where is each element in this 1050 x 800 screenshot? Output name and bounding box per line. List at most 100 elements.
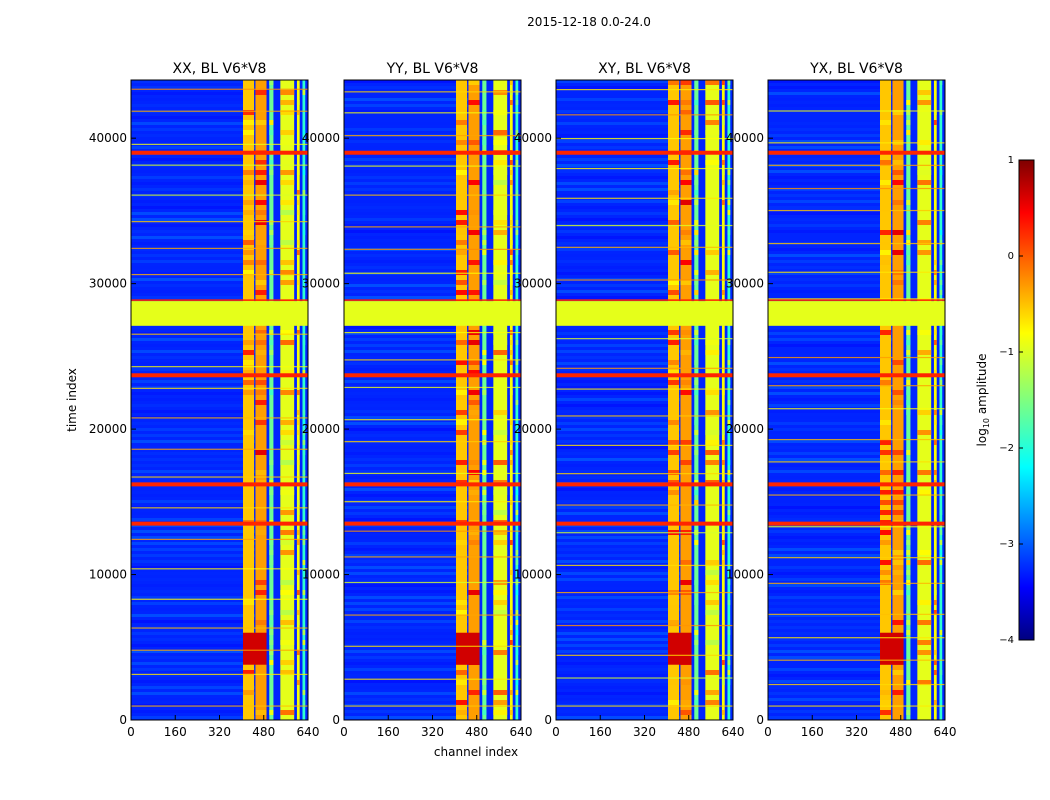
channel-band-segment — [721, 390, 725, 395]
channel-band-segment — [280, 460, 295, 465]
channel-band-segment — [705, 690, 720, 695]
channel-band-segment — [939, 330, 943, 335]
noise-row — [556, 494, 680, 497]
channel-band-segment — [668, 250, 680, 255]
channel-band-segment — [892, 390, 904, 395]
colorbar-tick-label: −1 — [999, 347, 1014, 358]
noise-row — [768, 410, 892, 413]
rfi-line — [344, 226, 521, 228]
channel-band-segment — [939, 340, 943, 345]
channel-band-segment — [906, 450, 911, 455]
channel-band-segment — [694, 360, 699, 365]
channel-band-segment — [296, 390, 300, 395]
noise-row — [344, 626, 468, 629]
channel-band-segment — [727, 600, 731, 605]
channel-band-segment — [917, 560, 932, 565]
channel-band-segment — [509, 610, 513, 615]
noise-row — [344, 188, 468, 191]
noise-row — [344, 578, 468, 581]
noise-row — [344, 518, 468, 521]
channel-band-segment — [243, 170, 255, 175]
channel-band-segment — [939, 530, 943, 535]
channel-band-segment — [939, 360, 943, 365]
noise-row — [768, 458, 892, 461]
noise-row — [768, 146, 892, 149]
channel-band-segment — [668, 450, 680, 455]
channel-band-segment — [269, 220, 274, 225]
channel-band-segment — [456, 290, 468, 295]
noise-row — [344, 92, 468, 95]
channel-band-segment — [515, 130, 519, 135]
y-tick-label: 0 — [332, 713, 340, 727]
channel-band-segment — [721, 540, 725, 545]
channel-band-segment — [939, 170, 943, 175]
channel-band — [269, 80, 274, 720]
channel-band-segment — [668, 330, 680, 335]
channel-band-segment — [255, 260, 267, 265]
y-tick-label: 40000 — [302, 131, 340, 145]
channel-band-segment — [939, 290, 943, 295]
y-tick-label: 30000 — [89, 277, 127, 291]
rfi-line — [556, 444, 733, 446]
channel-band-segment — [493, 160, 508, 165]
channel-band-segment — [515, 260, 519, 265]
channel-band-segment — [280, 550, 295, 555]
noise-row — [556, 590, 680, 593]
noise-row — [768, 290, 892, 293]
noise-row — [131, 512, 255, 515]
noise-row — [768, 440, 892, 443]
channel-band-segment — [509, 540, 513, 545]
channel-band-segment — [269, 130, 274, 135]
noise-row — [131, 470, 255, 473]
channel-band-segment — [694, 100, 699, 105]
channel-band-segment — [269, 550, 274, 555]
channel-band-segment — [727, 650, 731, 655]
channel-band-segment — [255, 180, 267, 185]
channel-band-segment — [493, 430, 508, 435]
channel-band-segment — [515, 660, 519, 665]
channel-band-segment — [493, 550, 508, 555]
noise-row — [344, 380, 468, 383]
channel-band-segment — [880, 710, 892, 715]
noise-row — [131, 566, 255, 569]
noise-row — [556, 578, 680, 581]
noise-row — [768, 674, 892, 677]
channel-band-segment — [694, 230, 699, 235]
noise-row — [344, 596, 468, 599]
noise-row — [768, 608, 892, 611]
channel-band-segment — [906, 540, 911, 545]
noise-row — [768, 446, 892, 449]
x-axis-label: channel index — [434, 745, 518, 759]
channel-band-segment — [255, 620, 267, 625]
channel-band-segment — [939, 510, 943, 515]
noise-row — [556, 410, 680, 413]
rfi-line — [556, 504, 733, 506]
y-tick-label: 0 — [544, 713, 552, 727]
noise-row — [556, 470, 680, 473]
flagged-line — [131, 150, 308, 155]
noise-row — [556, 128, 680, 131]
channel-band-segment — [694, 450, 699, 455]
channel-band-segment — [296, 190, 300, 195]
channel-band-segment — [694, 290, 699, 295]
channel-band-segment — [917, 240, 932, 245]
channel-band-segment — [917, 680, 932, 685]
noise-row — [131, 464, 255, 467]
channel-band-segment — [243, 120, 255, 125]
noise-row — [556, 170, 680, 173]
rfi-line — [344, 530, 521, 532]
channel-band-segment — [280, 670, 295, 675]
channel-band-segment — [255, 580, 267, 585]
noise-row — [344, 428, 468, 431]
channel-band — [694, 80, 699, 720]
noise-row — [131, 602, 255, 605]
channel-band-segment — [302, 190, 306, 195]
noise-row — [344, 458, 468, 461]
channel-band-segment — [680, 710, 692, 715]
channel-band-segment — [917, 470, 932, 475]
channel-band-segment — [482, 240, 487, 245]
channel-band-segment — [468, 100, 480, 105]
channel-band-segment — [269, 270, 274, 275]
channel-band — [243, 80, 255, 720]
noise-row — [768, 620, 892, 623]
